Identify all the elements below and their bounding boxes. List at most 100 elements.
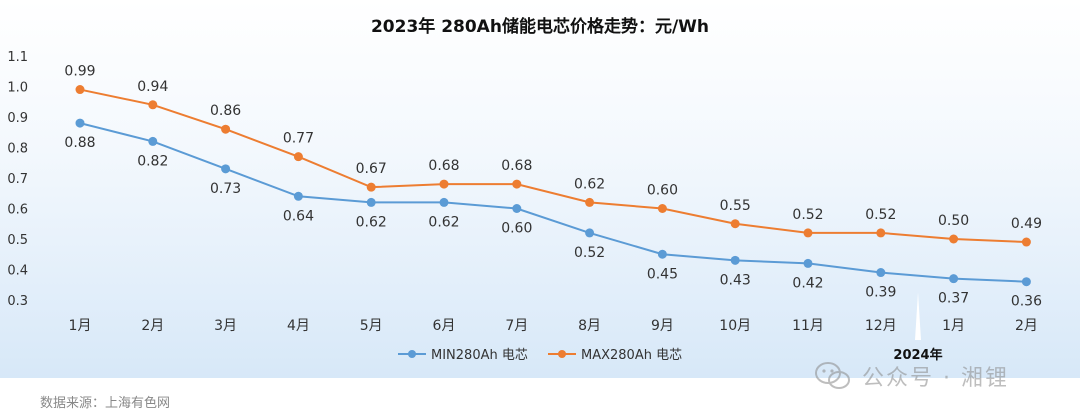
chart-title: 2023年 280Ah储能电芯价格走势：元/Wh [371, 16, 709, 37]
data-label-min: 0.37 [938, 291, 969, 307]
data-point-min [221, 164, 231, 174]
y-tick-label: 1.0 [7, 81, 28, 96]
y-tick-label: 0.8 [7, 142, 28, 157]
data-label-max: 0.99 [64, 64, 95, 80]
year-marker [915, 292, 921, 340]
data-point-max [439, 179, 449, 189]
price-line-chart: 2023年 280Ah储能电芯价格走势：元/Wh 0.3 0.4 0.5 0.6 0.7… [7, 16, 1042, 363]
legend-label-max: MAX280Ah 电芯 [581, 348, 682, 363]
data-point-max [657, 204, 667, 213]
data-point-max [221, 124, 231, 134]
data-label-max: 0.60 [647, 183, 678, 199]
y-tick-label: 0.5 [7, 233, 28, 248]
year-annotation: 2024年 [893, 347, 942, 363]
data-label-max: 0.52 [792, 207, 823, 223]
data-point-max [730, 219, 740, 229]
data-label-max: 0.49 [1011, 216, 1042, 232]
x-tick-label: 10月 [719, 318, 751, 334]
x-tick-label: 11月 [792, 318, 824, 334]
data-point-min [366, 197, 376, 207]
data-label-max: 0.55 [720, 198, 751, 214]
data-label-max: 0.68 [501, 158, 532, 174]
data-label-min: 0.45 [647, 266, 678, 282]
x-tick-label: 2月 [141, 318, 164, 334]
legend-marker-max [558, 350, 566, 358]
data-label-max: 0.62 [574, 176, 605, 192]
y-tick-label: 0.6 [7, 203, 28, 218]
data-label-min: 0.88 [64, 135, 95, 151]
data-label-min: 0.39 [865, 285, 896, 301]
watermark: 公众号 · 湘锂 [814, 360, 1009, 392]
x-tick-label: 1月 [69, 318, 92, 334]
data-label-max: 0.94 [137, 79, 168, 95]
data-label-max: 0.86 [210, 103, 241, 119]
x-tick-label: 12月 [865, 318, 897, 334]
data-point-min [876, 268, 886, 278]
data-point-min [803, 258, 813, 268]
data-source-note: 数据来源：上海有色网 [40, 396, 171, 411]
data-label-max: 0.68 [428, 158, 459, 174]
x-tick-label: 3月 [214, 318, 237, 334]
legend-label-min: MIN280Ah 电芯 [431, 348, 528, 363]
data-point-max [949, 234, 959, 244]
data-point-min [949, 274, 959, 284]
y-tick-label: 1.1 [7, 50, 28, 65]
data-point-min [657, 249, 667, 259]
legend: MIN280Ah 电芯 MAX280Ah 电芯 [398, 348, 682, 363]
data-point-max [75, 85, 85, 95]
chart-area: 2023年 280Ah储能电芯价格走势：元/Wh 0.3 0.4 0.5 0.6 0.7… [0, 0, 1080, 378]
data-point-min [439, 197, 449, 207]
x-tick-label: 8月 [578, 318, 601, 334]
data-label-min: 0.60 [501, 221, 532, 237]
data-label-min: 0.43 [720, 272, 751, 288]
data-point-min [585, 228, 595, 238]
legend-item-min: MIN280Ah 电芯 [398, 348, 528, 363]
data-point-min [75, 118, 85, 128]
data-point-max [585, 197, 595, 207]
data-point-min [730, 255, 740, 265]
x-tick-label: 2月 [1015, 318, 1038, 334]
x-tick-label: 4月 [287, 318, 310, 334]
data-point-min [148, 136, 158, 146]
data-label-min: 0.64 [283, 208, 314, 224]
y-tick-label: 0.4 [7, 264, 28, 279]
y-tick-label: 0.3 [7, 294, 28, 309]
legend-item-max: MAX280Ah 电芯 [548, 348, 682, 363]
data-label-min: 0.73 [210, 181, 241, 197]
data-label-min: 0.42 [792, 275, 823, 291]
series-line-max [79, 88, 1027, 244]
series-layer [75, 85, 1031, 287]
data-point-min [293, 191, 303, 201]
data-labels: 0.88 0.82 0.73 0.64 0.62 0.62 0.60 0.52 0.45 0.43… [64, 64, 1042, 310]
x-tick-label: 7月 [505, 318, 528, 334]
data-point-max [366, 182, 376, 192]
data-label-max: 0.67 [356, 161, 387, 177]
data-point-max [512, 179, 522, 189]
data-point-min [512, 204, 522, 213]
x-tick-label: 6月 [433, 318, 456, 334]
legend-marker-min [408, 350, 416, 358]
data-label-min: 0.82 [137, 153, 168, 169]
series-line-min [79, 122, 1027, 283]
x-tick-label: 1月 [942, 318, 965, 334]
data-label-min: 0.62 [356, 214, 387, 230]
data-point-max [803, 228, 813, 238]
y-tick-label: 0.7 [7, 172, 28, 187]
x-tick-label: 9月 [651, 318, 674, 334]
y-tick-label: 0.9 [7, 111, 28, 126]
data-label-min: 0.36 [1011, 294, 1042, 310]
data-label-max: 0.52 [865, 207, 896, 223]
y-axis: 0.3 0.4 0.5 0.6 0.7 0.8 0.9 1.0 1.1 [7, 50, 28, 309]
data-label-max: 0.50 [938, 213, 969, 229]
x-tick-label: 5月 [360, 318, 383, 334]
data-point-max [148, 100, 158, 110]
data-point-max [293, 152, 303, 162]
x-axis: 1月 2月 3月 4月 5月 6月 7月 8月 9月 10月 11月 12月 1月 2月 [69, 318, 1038, 334]
data-label-min: 0.62 [428, 214, 459, 230]
data-label-min: 0.52 [574, 245, 605, 261]
data-point-min [1021, 277, 1031, 287]
wechat-icon [815, 362, 850, 389]
data-point-max [1021, 237, 1031, 247]
data-point-max [876, 228, 886, 238]
watermark-text: 公众号 · 湘锂 [862, 366, 1009, 391]
